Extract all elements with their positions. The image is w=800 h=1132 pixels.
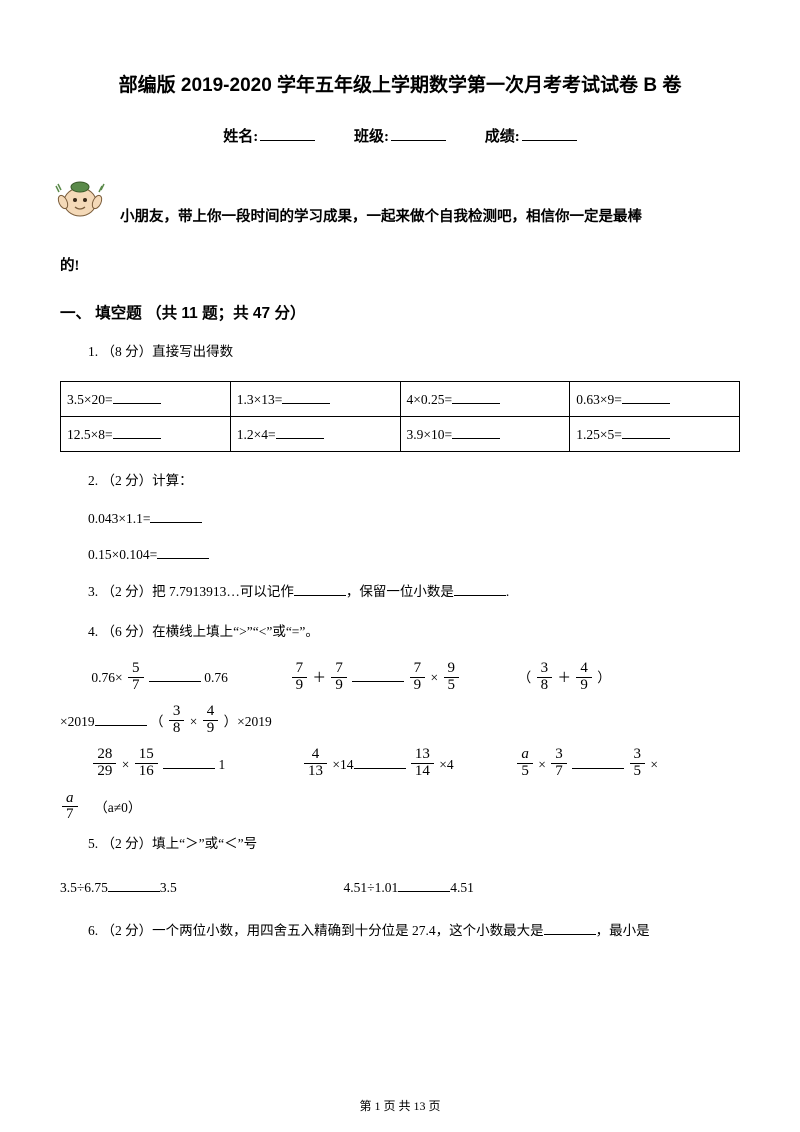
answer-blank[interactable]: [572, 755, 624, 769]
q4-row-b: ×2019 （ 38 × 49 ）×2019: [60, 704, 740, 739]
cell: 1.3×13=: [230, 381, 400, 416]
answer-blank[interactable]: [454, 582, 506, 596]
fraction: 38: [537, 661, 553, 694]
name-blank[interactable]: [260, 140, 315, 141]
answer-blank[interactable]: [276, 425, 324, 439]
cell: 3.9×10=: [400, 416, 570, 451]
fraction: 35: [630, 747, 646, 780]
cell: 3.5×20=: [61, 381, 231, 416]
score-blank[interactable]: [522, 140, 577, 141]
answer-blank[interactable]: [452, 390, 500, 404]
fraction: 2829: [93, 747, 116, 780]
q4-row-d: a7 （a≠0）: [60, 790, 740, 825]
question-4: 4. （6 分）在横线上填上“>”“<”或“=”。: [60, 621, 740, 643]
answer-blank[interactable]: [352, 668, 404, 682]
fraction: 1516: [135, 747, 158, 780]
table-row: 3.5×20= 1.3×13= 4×0.25= 0.63×9=: [61, 381, 740, 416]
greeting-text-1: 小朋友，带上你一段时间的学习成果，一起来做个自我检测吧，相信你一定是最棒: [120, 203, 642, 232]
answer-blank[interactable]: [95, 712, 147, 726]
score-label: 成绩:: [485, 129, 520, 145]
answer-blank[interactable]: [622, 425, 670, 439]
calc-table: 3.5×20= 1.3×13= 4×0.25= 0.63×9= 12.5×8= …: [60, 381, 740, 452]
fraction: a7: [62, 791, 78, 824]
question-1: 1. （8 分）直接写出得数: [60, 341, 740, 363]
q2-line-1: 0.043×1.1=: [60, 509, 740, 527]
fraction: 57: [128, 661, 144, 694]
cell: 12.5×8=: [61, 416, 231, 451]
fraction: 413: [304, 747, 327, 780]
q4-row-c: 2829 × 1516 1 413 ×14 1314 ×4 a5 × 37 35…: [60, 747, 740, 782]
fraction: 79: [292, 661, 308, 694]
answer-blank[interactable]: [452, 425, 500, 439]
question-3: 3. （2 分）把 7.7913913…可以记作，保留一位小数是.: [60, 581, 740, 603]
q5-line: 3.5÷6.753.5 4.51÷1.014.51: [60, 873, 740, 903]
answer-blank[interactable]: [398, 878, 450, 892]
answer-blank[interactable]: [149, 668, 201, 682]
cell: 1.25×5=: [570, 416, 740, 451]
class-blank[interactable]: [391, 140, 446, 141]
class-label: 班级:: [354, 129, 389, 145]
answer-blank[interactable]: [354, 755, 406, 769]
fraction: 95: [444, 661, 460, 694]
question-6: 6. （2 分）一个两位小数，用四舍五入精确到十分位是 27.4，这个小数最大是…: [60, 920, 740, 942]
q4-row-a: 0.76× 57 0.76 79 ＋ 79 79 × 95 （ 38 ＋ 49 …: [60, 660, 740, 695]
answer-blank[interactable]: [163, 755, 215, 769]
table-row: 12.5×8= 1.2×4= 3.9×10= 1.25×5=: [61, 416, 740, 451]
name-label: 姓名:: [223, 129, 258, 145]
fraction: 1314: [411, 747, 434, 780]
fraction: 79: [410, 661, 426, 694]
cell: 4×0.25=: [400, 381, 570, 416]
answer-blank[interactable]: [150, 509, 202, 523]
answer-blank[interactable]: [282, 390, 330, 404]
answer-blank[interactable]: [294, 582, 346, 596]
mascot-icon: [50, 172, 110, 232]
cell: 0.63×9=: [570, 381, 740, 416]
answer-blank[interactable]: [157, 545, 209, 559]
answer-blank[interactable]: [108, 878, 160, 892]
student-info-row: 姓名: 班级: 成绩:: [60, 125, 740, 146]
answer-blank[interactable]: [622, 390, 670, 404]
section-1-header: 一、 填空题 （共 11 题；共 47 分）: [60, 301, 740, 323]
answer-blank[interactable]: [544, 921, 596, 935]
page-footer: 第 1 页 共 13 页: [0, 1097, 800, 1114]
q2-line-2: 0.15×0.104=: [60, 545, 740, 563]
question-2: 2. （2 分）计算：: [60, 470, 740, 492]
greeting-text-2: 的!: [60, 254, 740, 275]
answer-blank[interactable]: [113, 425, 161, 439]
greeting-row: 小朋友，带上你一段时间的学习成果，一起来做个自我检测吧，相信你一定是最棒: [60, 172, 740, 232]
fraction: 79: [331, 661, 347, 694]
cell: 1.2×4=: [230, 416, 400, 451]
fraction: 37: [551, 747, 567, 780]
answer-blank[interactable]: [113, 390, 161, 404]
fraction: 38: [169, 704, 185, 737]
fraction: 49: [203, 704, 219, 737]
fraction: 49: [576, 661, 592, 694]
fraction: a5: [517, 747, 533, 780]
question-5: 5. （2 分）填上“＞”或“＜”号: [60, 833, 740, 855]
exam-title: 部编版 2019-2020 学年五年级上学期数学第一次月考考试试卷 B 卷: [60, 70, 740, 97]
